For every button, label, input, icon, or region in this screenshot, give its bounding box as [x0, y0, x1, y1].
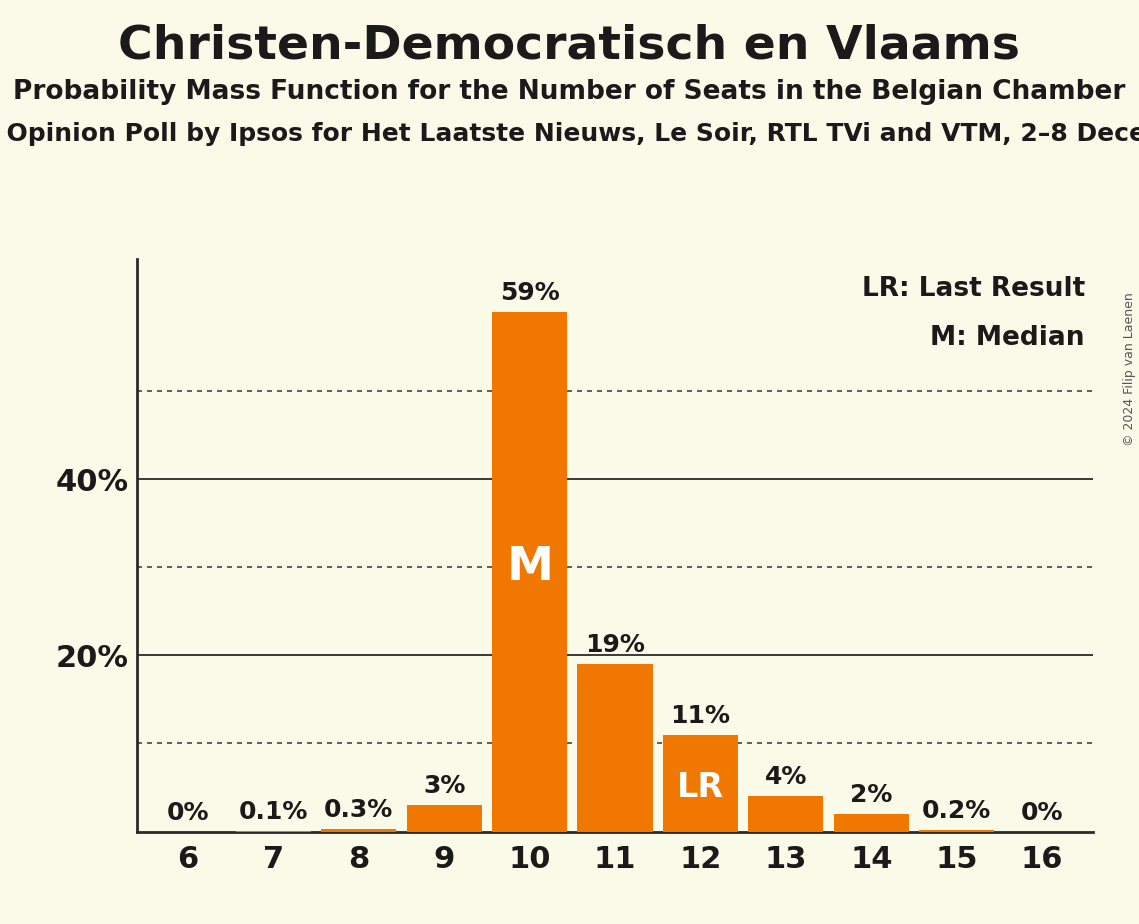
- Bar: [492, 311, 567, 832]
- Bar: [663, 735, 738, 832]
- Text: 4%: 4%: [764, 765, 808, 789]
- Text: M: M: [506, 544, 554, 590]
- Bar: [407, 805, 482, 832]
- Text: LR: LR: [677, 772, 724, 805]
- Text: 0.1%: 0.1%: [239, 799, 308, 823]
- Bar: [834, 814, 909, 832]
- Text: 3%: 3%: [423, 774, 466, 798]
- Text: 19%: 19%: [585, 633, 645, 657]
- Text: on an Opinion Poll by Ipsos for Het Laatste Nieuws, Le Soir, RTL TVi and VTM, 2–: on an Opinion Poll by Ipsos for Het Laat…: [0, 122, 1139, 146]
- Text: 0.3%: 0.3%: [325, 798, 393, 822]
- Text: 0%: 0%: [166, 800, 210, 824]
- Text: © 2024 Filip van Laenen: © 2024 Filip van Laenen: [1123, 293, 1137, 446]
- Text: LR: Last Result: LR: Last Result: [861, 276, 1084, 302]
- Text: 11%: 11%: [671, 703, 730, 727]
- Text: M: Median: M: Median: [931, 325, 1084, 351]
- Text: 2%: 2%: [850, 783, 893, 807]
- Text: Probability Mass Function for the Number of Seats in the Belgian Chamber: Probability Mass Function for the Number…: [14, 79, 1125, 104]
- Text: 0.2%: 0.2%: [923, 798, 991, 822]
- Text: 59%: 59%: [500, 281, 559, 305]
- Bar: [919, 830, 994, 832]
- Text: 0%: 0%: [1021, 800, 1064, 824]
- Text: Christen-Democratisch en Vlaams: Christen-Democratisch en Vlaams: [118, 23, 1021, 68]
- Bar: [321, 829, 396, 832]
- Bar: [577, 664, 653, 832]
- Bar: [748, 796, 823, 832]
